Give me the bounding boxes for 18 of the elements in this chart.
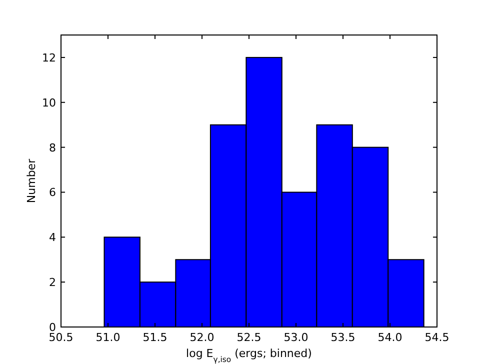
y-tick-label: 0 bbox=[49, 321, 56, 334]
x-axis-title: log E$_{γ,iso}$ (ergs; binned) bbox=[186, 347, 312, 364]
y-tick-label: 4 bbox=[49, 231, 56, 244]
x-tick-label: 52.5 bbox=[236, 331, 262, 344]
y-tick-label: 6 bbox=[49, 186, 56, 200]
x-tick-label: 51.5 bbox=[142, 331, 168, 344]
x-tick-label: 53.5 bbox=[330, 331, 356, 344]
y-tick-label: 2 bbox=[49, 276, 56, 290]
x-tick-label: 53.0 bbox=[284, 331, 308, 344]
y-axis-title: Number bbox=[25, 158, 38, 204]
x-tick-label: 52.0 bbox=[190, 331, 214, 344]
x-tick-label: 54.5 bbox=[424, 331, 450, 344]
x-tick-label: 51.0 bbox=[96, 331, 120, 344]
y-tick-label: 8 bbox=[49, 141, 56, 154]
y-tick-label: 10 bbox=[42, 96, 56, 110]
x-tick-label: 50.5 bbox=[48, 331, 74, 344]
x-tick-label: 54.0 bbox=[378, 331, 402, 344]
y-tick-label: 12 bbox=[42, 51, 56, 64]
